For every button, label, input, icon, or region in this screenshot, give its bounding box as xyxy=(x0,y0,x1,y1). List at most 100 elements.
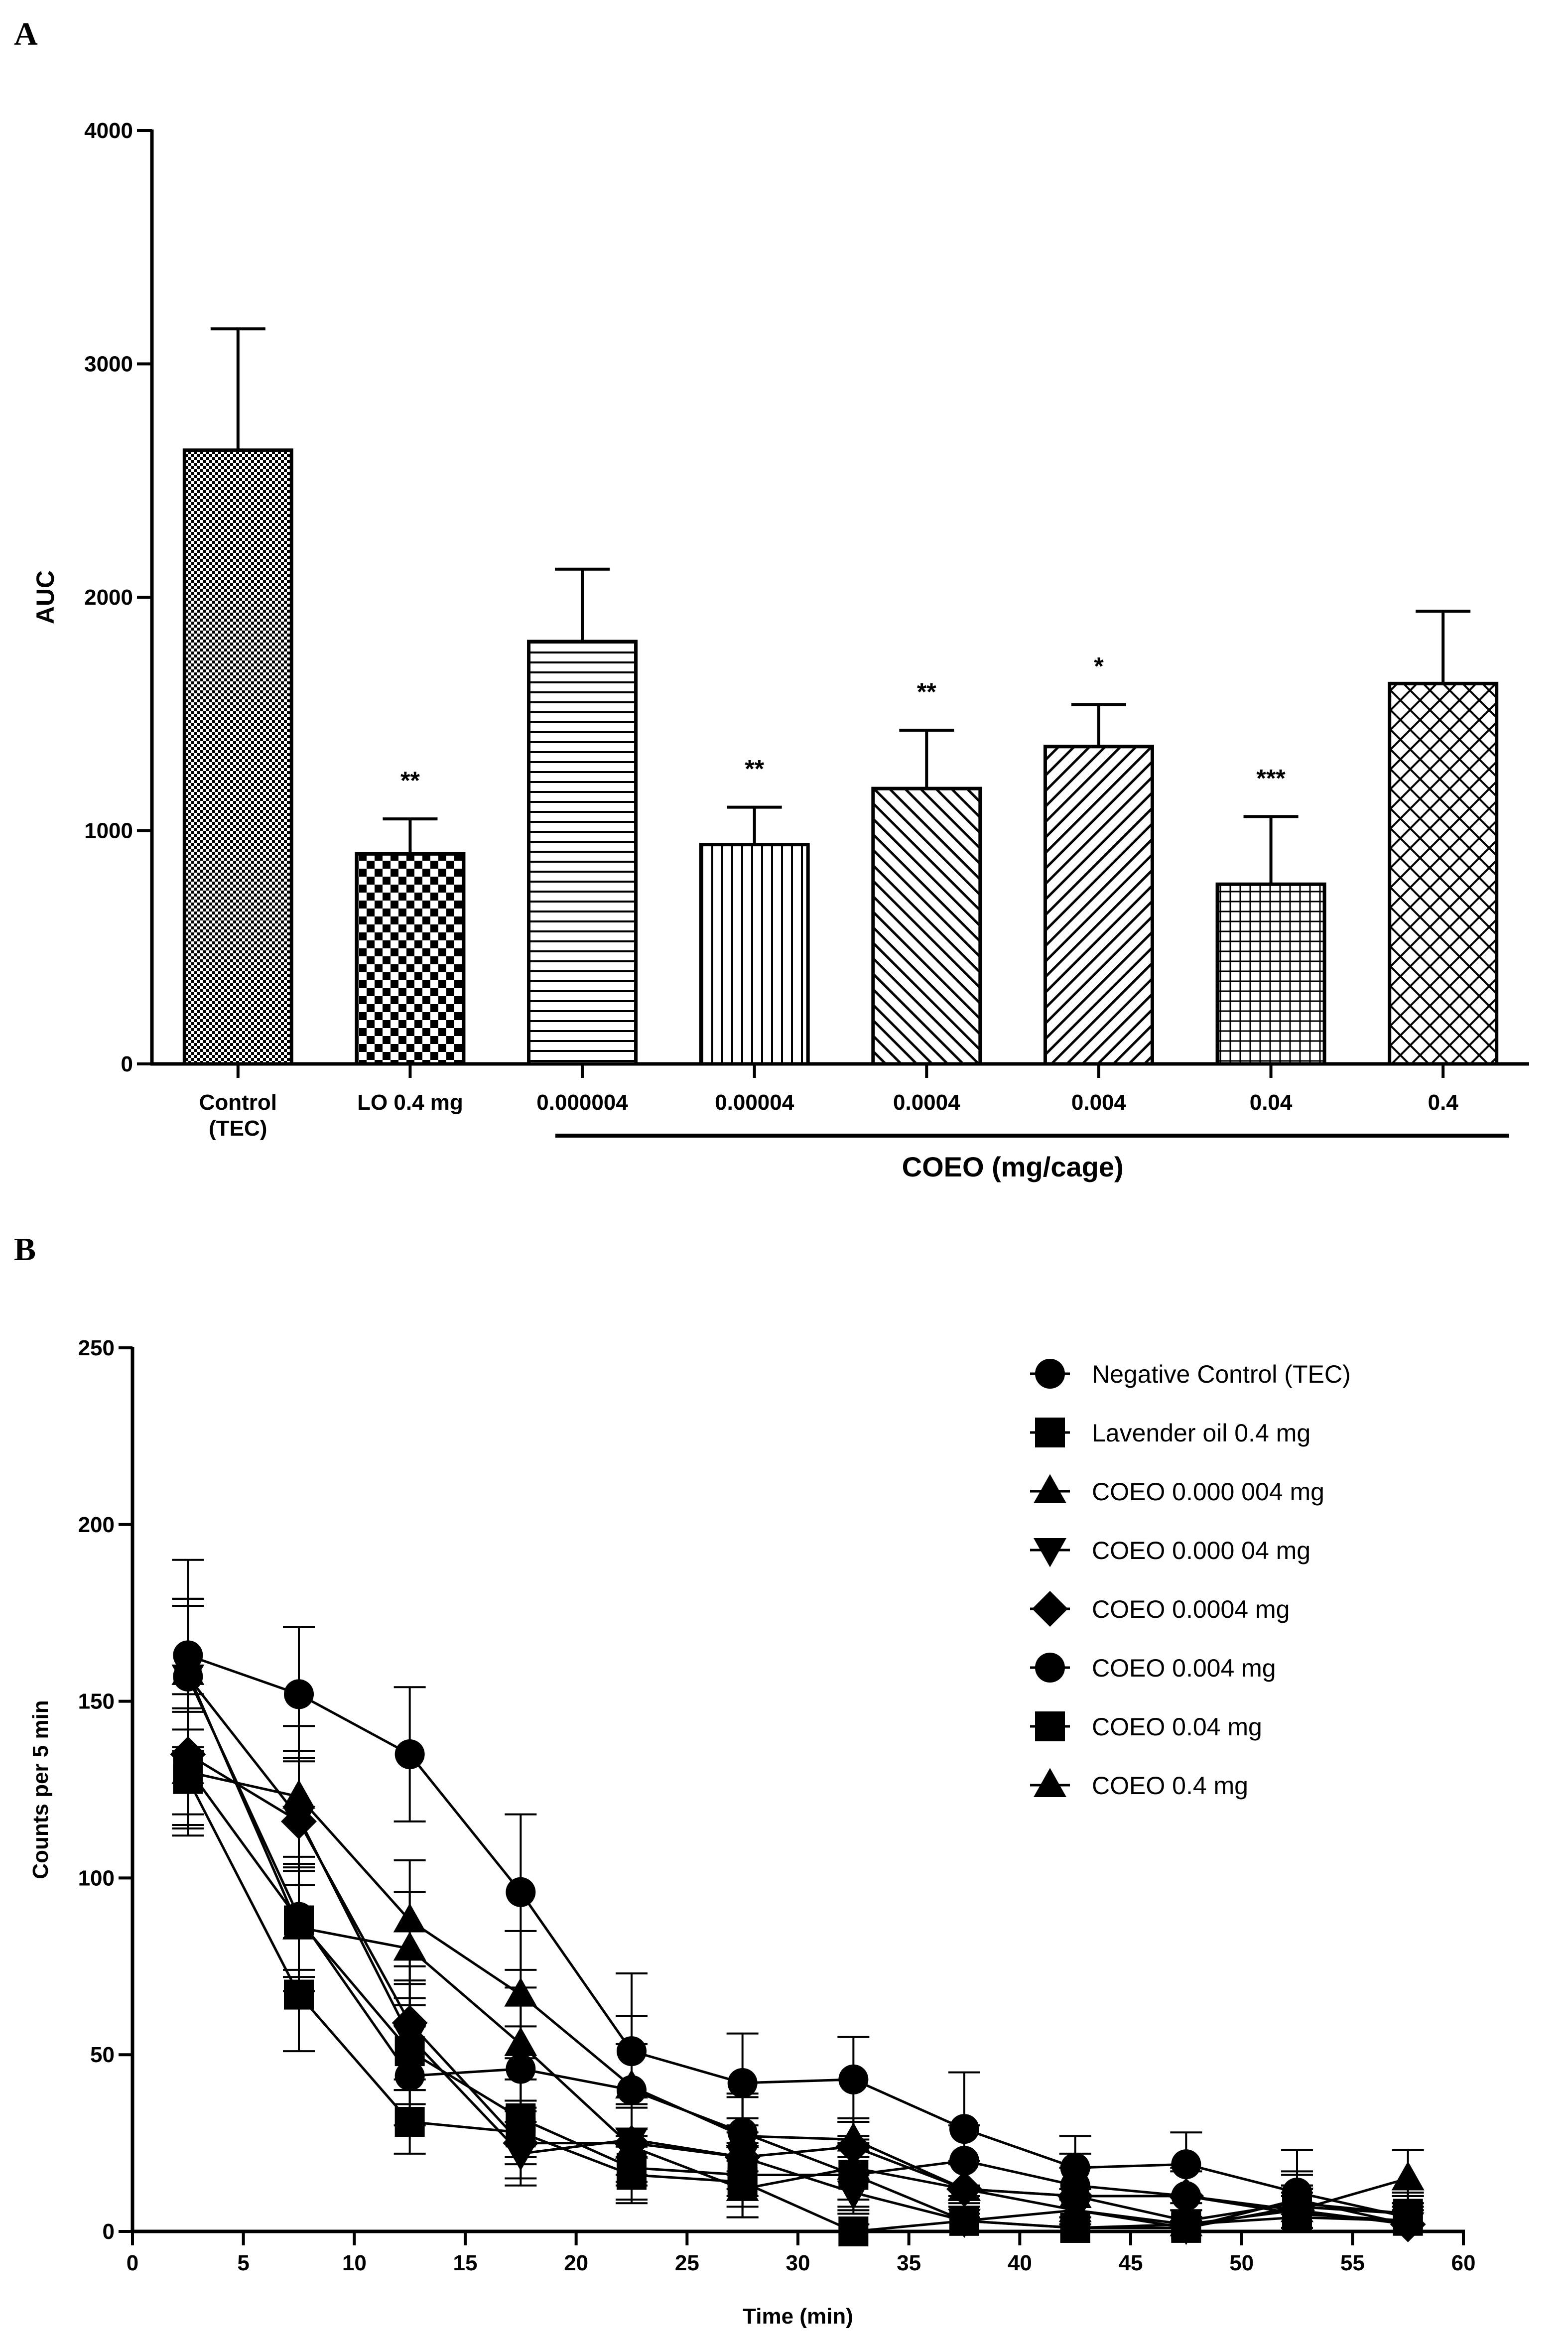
series-6 xyxy=(172,1597,1424,2236)
data-point xyxy=(284,1679,314,1709)
bar-chart-panel-a: 0 1000 2000 3000 4000 AUC Control(TEC) LO 0.4 m… xyxy=(31,119,1529,1182)
x-tick-label: 0.4 xyxy=(1428,1090,1459,1115)
data-point xyxy=(727,2068,758,2098)
legend-marker xyxy=(1035,1359,1065,1389)
y-tick-label: 50 xyxy=(90,2043,115,2067)
bar xyxy=(1043,745,1154,1066)
x-tick-label: Control xyxy=(199,1090,277,1115)
significance-label: *** xyxy=(1256,764,1286,792)
data-point xyxy=(504,2027,537,2056)
data-point xyxy=(837,2150,870,2180)
data-point xyxy=(171,1656,205,1685)
data-point xyxy=(948,2172,981,2201)
x-tick-label: 0.000004 xyxy=(536,1090,628,1115)
y-axis-title: AUC xyxy=(31,570,59,624)
bar xyxy=(355,852,466,1066)
legend-label: Lavender oil 0.4 mg xyxy=(1092,1419,1310,1447)
legend-marker xyxy=(1035,1418,1065,1447)
data-point xyxy=(838,2064,869,2094)
x-tick-label: 0.004 xyxy=(1071,1090,1127,1115)
legend-label: COEO 0.04 mg xyxy=(1092,1713,1262,1741)
y-tick-label: 2000 xyxy=(84,585,133,610)
data-point xyxy=(1171,2181,1201,2212)
bar xyxy=(1215,882,1326,1066)
y-tick-label: 150 xyxy=(78,1690,115,1714)
significance-label: ** xyxy=(400,767,420,794)
x-tick-label: 0 xyxy=(127,2251,138,2275)
data-point xyxy=(1281,2193,1313,2222)
data-point xyxy=(173,1753,203,1784)
x-tick-label: 35 xyxy=(897,2251,921,2275)
y-tick-label: 250 xyxy=(78,1336,115,1360)
legend-marker xyxy=(1034,1768,1066,1797)
series-line xyxy=(187,1672,1409,2226)
y-axis-title: Counts per 5 min xyxy=(28,1700,53,1879)
data-point xyxy=(727,2117,758,2148)
legend-item: Negative Control (TEC) xyxy=(1030,1359,1351,1389)
legend-marker xyxy=(1035,1653,1065,1683)
panel-label-b: B xyxy=(14,1231,36,1268)
group-label: COEO (mg/cage) xyxy=(902,1151,1124,1182)
series-line xyxy=(187,1654,1409,2219)
x-tick-label: 40 xyxy=(1008,2251,1032,2275)
y-tick-label: 0 xyxy=(121,1052,133,1076)
legend-marker xyxy=(1034,1474,1066,1503)
bar xyxy=(1388,681,1499,1066)
panel-label-a: A xyxy=(14,16,38,52)
data-point xyxy=(726,2172,759,2201)
x-axis-title: Time (min) xyxy=(743,2304,853,2329)
bar xyxy=(699,843,810,1066)
legend-item: Lavender oil 0.4 mg xyxy=(1030,1418,1310,1447)
significance-label: ** xyxy=(745,755,764,783)
data-point xyxy=(1170,2207,1203,2236)
line-chart-panel-b: 0 50 100 150 200 250 0 5 10 15 20 25 30 35 40 45 50 55 60 T… xyxy=(28,1336,1475,2329)
data-point xyxy=(1060,2170,1090,2201)
significance-label: * xyxy=(1094,652,1104,680)
x-tick-label: 0.0004 xyxy=(893,1090,960,1115)
x-tick-label: 20 xyxy=(564,2251,588,2275)
y-tick-label: 0 xyxy=(103,2219,115,2244)
legend-item: COEO 0.04 mg xyxy=(1030,1711,1262,1741)
y-tick-label: 4000 xyxy=(84,119,133,143)
data-point xyxy=(282,1910,315,1940)
series-8 xyxy=(171,1597,1425,2236)
data-point xyxy=(281,1803,317,1839)
series-4 xyxy=(171,1605,1425,2245)
series-line xyxy=(187,1767,1408,2229)
x-tick-label: 55 xyxy=(1340,2251,1365,2275)
x-tick-label: 25 xyxy=(675,2251,699,2275)
data-point xyxy=(394,1739,425,1770)
x-tick-label: LO 0.4 mg xyxy=(357,1090,463,1115)
series-line xyxy=(187,1771,1408,2222)
significance-label: ** xyxy=(917,678,936,706)
bar xyxy=(527,640,638,1066)
x-tick-label: 0.04 xyxy=(1250,1090,1293,1115)
x-tick-label: (TEC) xyxy=(209,1116,267,1141)
bar xyxy=(871,786,982,1066)
legend-item: COEO 0.000 04 mg xyxy=(1030,1537,1310,1567)
data-point xyxy=(394,2036,425,2067)
legend-marker xyxy=(1035,1711,1065,1741)
bar xyxy=(182,448,293,1066)
data-point xyxy=(838,2216,869,2246)
x-tick-label: 50 xyxy=(1229,2251,1254,2275)
x-tick-label: 5 xyxy=(237,2251,249,2275)
series-line xyxy=(187,1676,1408,2222)
legend-label: COEO 0.000 004 mg xyxy=(1092,1478,1324,1506)
y-tick-label: 100 xyxy=(78,1866,115,1890)
legend: Negative Control (TEC) Lavender oil 0.4 m… xyxy=(1030,1359,1351,1800)
x-tick-label: 0.00004 xyxy=(715,1090,794,1115)
data-point xyxy=(615,2129,648,2159)
y-tick-label: 3000 xyxy=(84,352,133,377)
y-tick-label: 1000 xyxy=(84,819,133,843)
legend-item: COEO 0.004 mg xyxy=(1030,1653,1276,1683)
data-point xyxy=(506,1877,536,1907)
x-tick-label: 15 xyxy=(453,2251,478,2275)
legend-label: Negative Control (TEC) xyxy=(1092,1360,1351,1388)
series-2 xyxy=(172,1728,1424,2246)
x-tick-label: 45 xyxy=(1119,2251,1143,2275)
legend-label: COEO 0.004 mg xyxy=(1092,1654,1276,1682)
x-tick-label: 10 xyxy=(342,2251,367,2275)
legend-item: COEO 0.4 mg xyxy=(1030,1768,1248,1800)
data-point xyxy=(506,2103,536,2133)
